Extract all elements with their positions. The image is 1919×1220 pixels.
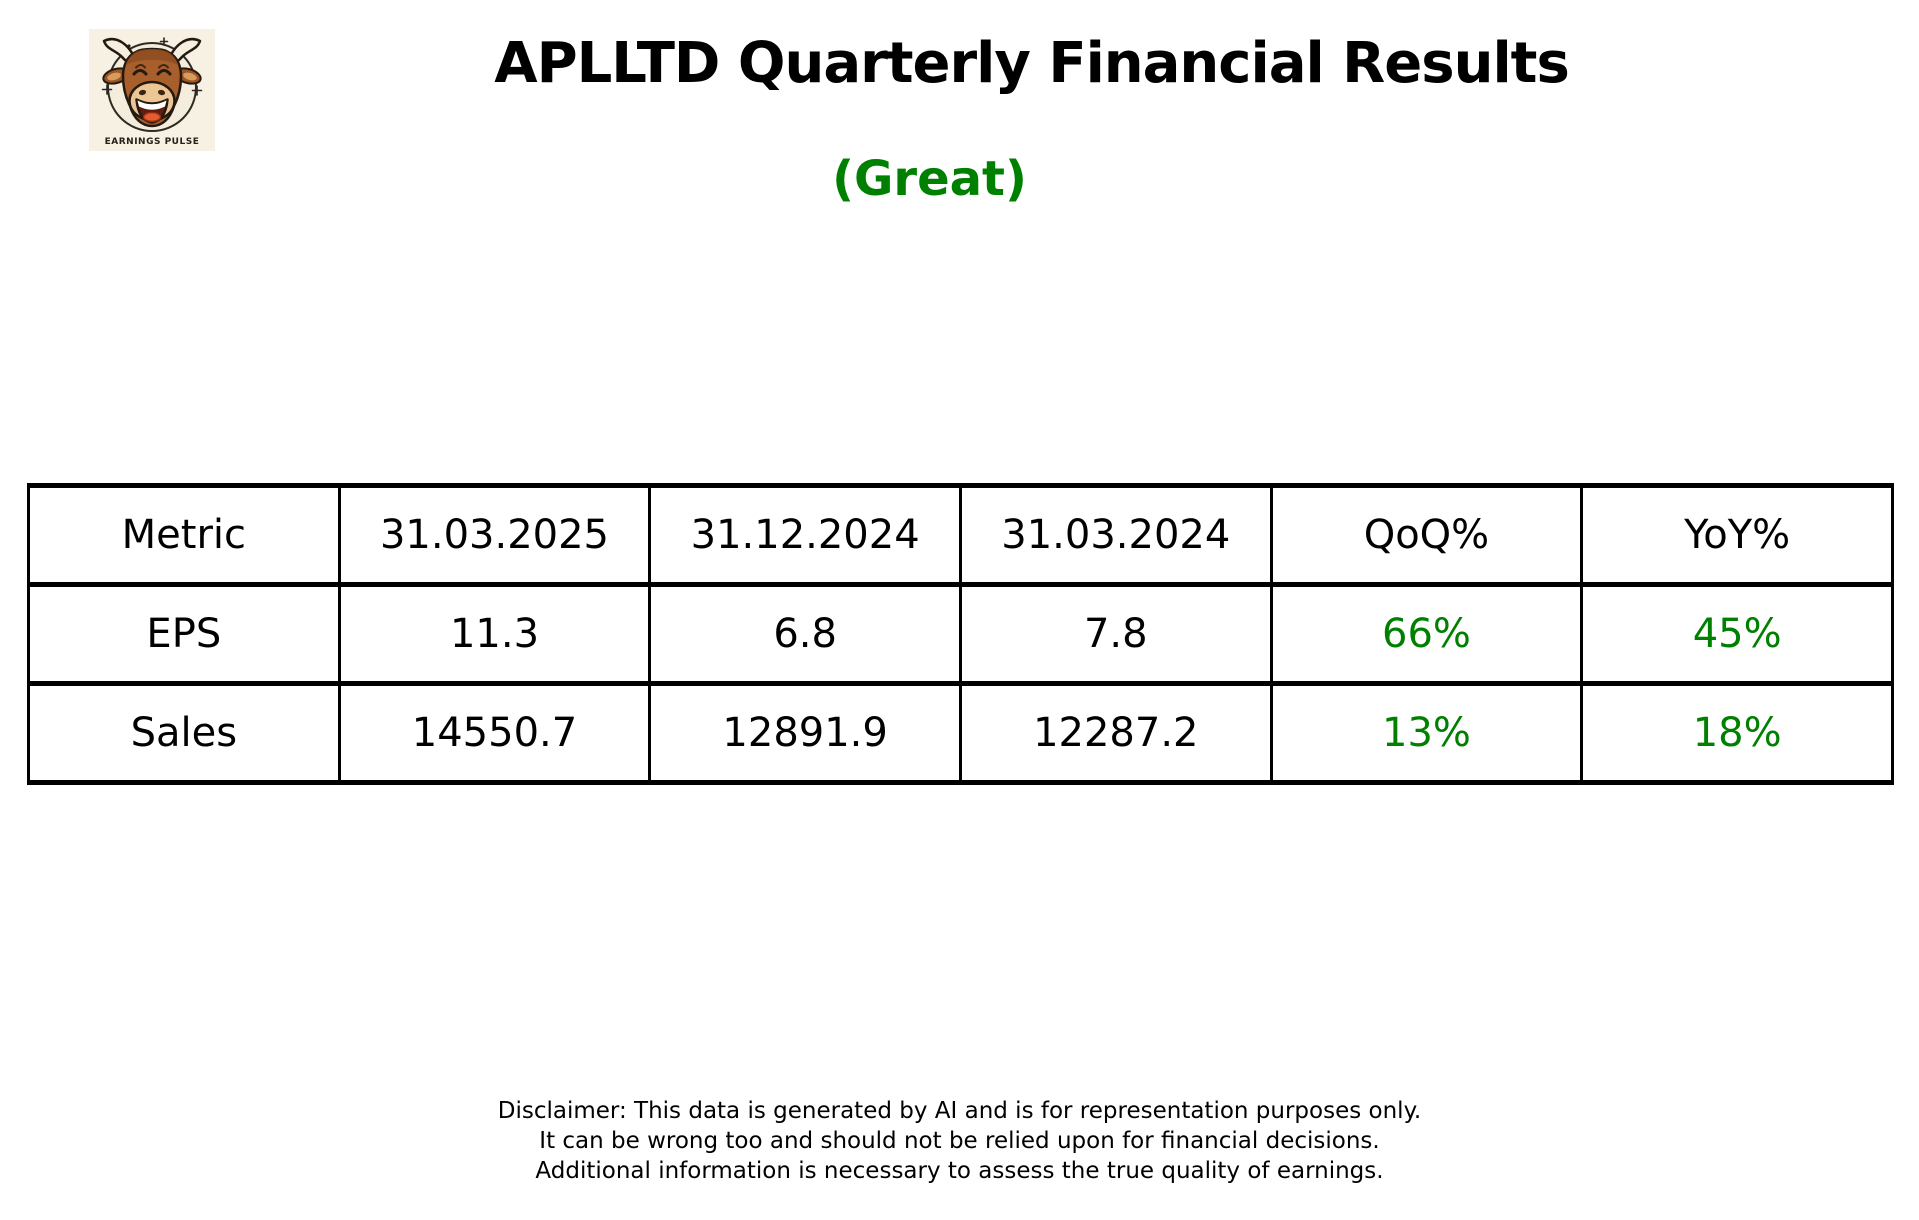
value-cell: 12891.9 — [648, 681, 962, 785]
value-cell: 7.8 — [958, 582, 1273, 686]
column-header-metric: Metric — [27, 483, 341, 587]
disclaimer-line: Additional information is necessary to a… — [535, 1158, 1384, 1184]
table-header-row: Metric 31.03.2025 31.12.2024 31.03.2024 … — [27, 483, 1894, 587]
sparkle-icon — [101, 37, 203, 96]
qoq-cell: 66% — [1269, 582, 1584, 686]
yoy-cell: 18% — [1580, 681, 1894, 785]
metric-cell: Sales — [27, 681, 341, 785]
metric-cell: EPS — [27, 582, 341, 686]
value-cell: 14550.7 — [337, 681, 652, 785]
verdict-subtitle: (Great) — [832, 151, 1027, 207]
value-cell: 6.8 — [648, 582, 962, 686]
table-row-sales: Sales 14550.7 12891.9 12287.2 13% 18% — [27, 681, 1894, 785]
column-header-q-previous: 31.12.2024 — [648, 483, 962, 587]
yoy-cell: 45% — [1580, 582, 1894, 686]
brand-logo-label: EARNINGS PULSE — [104, 137, 200, 147]
laughing-bull-icon — [101, 37, 203, 132]
brand-logo: EARNINGS PULSE — [89, 29, 215, 151]
qoq-cell: 13% — [1269, 681, 1584, 785]
page-title: APLLTD Quarterly Financial Results — [494, 31, 1570, 96]
disclaimer-line: Disclaimer: This data is generated by AI… — [497, 1098, 1422, 1124]
column-header-qoq: QoQ% — [1269, 483, 1584, 587]
table-row-eps: EPS 11.3 6.8 7.8 66% 45% — [27, 582, 1894, 686]
disclaimer-line: It can be wrong too and should not be re… — [539, 1128, 1380, 1154]
value-cell: 12287.2 — [958, 681, 1273, 785]
column-header-yoy: YoY% — [1580, 483, 1894, 587]
column-header-q-current: 31.03.2025 — [337, 483, 652, 587]
disclaimer: Disclaimer: This data is generated by AI… — [0, 1096, 1919, 1186]
financial-table: Metric 31.03.2025 31.12.2024 31.03.2024 … — [27, 483, 1894, 785]
column-header-q-yearago: 31.03.2024 — [958, 483, 1273, 587]
value-cell: 11.3 — [337, 582, 652, 686]
